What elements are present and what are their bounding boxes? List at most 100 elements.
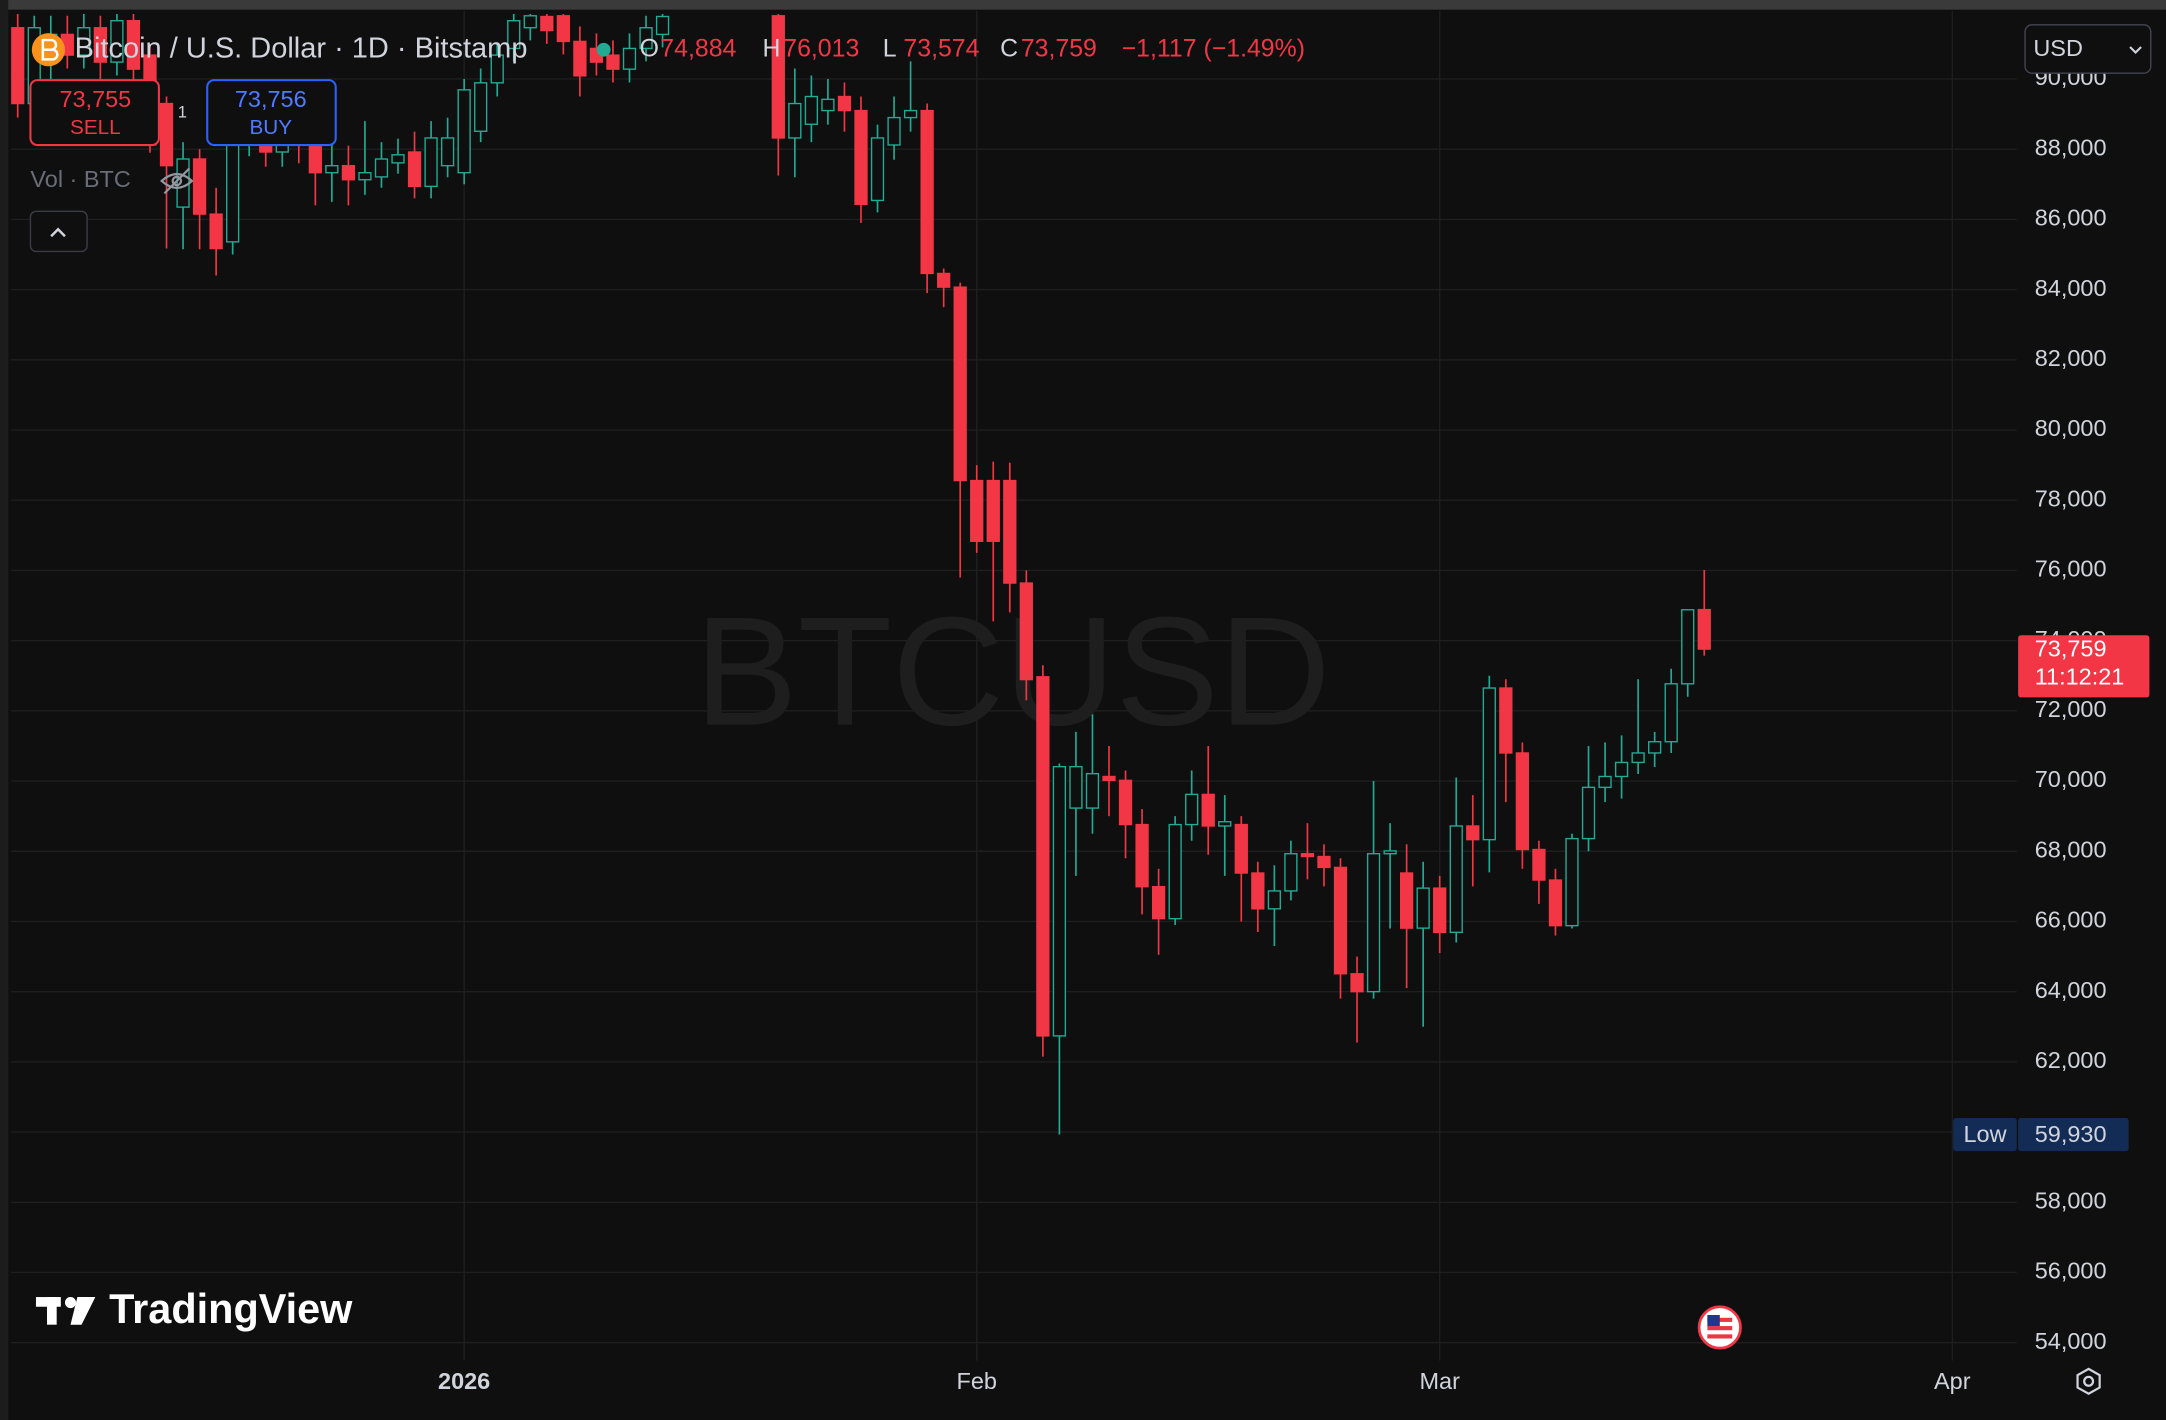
candle-body (77, 27, 91, 56)
candle-body (1151, 886, 1166, 920)
y-tick-label: 70,000 (2035, 766, 2107, 792)
candle-body (821, 98, 835, 112)
candle-body (1565, 837, 1579, 927)
symbol-title[interactable]: Bitcoin / U.S. Dollar · 1D · Bitstamp (75, 32, 528, 64)
change: −1,117 (−1.49%) (1122, 34, 1305, 62)
candle-body (490, 54, 504, 84)
candle-body (1416, 887, 1430, 929)
candle-body (1118, 779, 1133, 826)
brand[interactable]: TradingView (109, 1285, 353, 1332)
candle-body (837, 95, 852, 112)
legend-value: 76,013 (783, 34, 859, 62)
candle-body (1102, 775, 1116, 782)
candle-body (11, 27, 25, 105)
candle-body (788, 102, 802, 139)
y-tick-label: 86,000 (2035, 205, 2107, 231)
candle-body (1482, 687, 1496, 841)
y-tick-label: 62,000 (2035, 1047, 2107, 1073)
candle-body (192, 158, 207, 215)
settings-icon[interactable] (2076, 1367, 2101, 1396)
candle-body (1366, 853, 1381, 993)
candle-body (1218, 821, 1232, 827)
x-tick-label: Mar (1419, 1368, 1460, 1394)
candle-body (474, 82, 488, 132)
candle-body (1317, 855, 1331, 869)
candle-body (804, 95, 819, 125)
candle-body (1135, 823, 1149, 888)
market-status[interactable] (596, 42, 611, 57)
candle-body (1069, 765, 1083, 809)
y-tick-label: 80,000 (2035, 415, 2107, 441)
legend-value: 74,884 (660, 34, 736, 62)
last-price: 73,759 (2035, 636, 2107, 662)
candle-body (358, 172, 372, 181)
legend-key: H (763, 34, 781, 62)
candle-body (1383, 850, 1397, 855)
candle-body (126, 20, 141, 70)
y-tick-label: 64,000 (2035, 977, 2107, 1003)
watermark: BTCUSD (695, 585, 1331, 758)
candle-body (970, 479, 984, 542)
candle-body (374, 158, 389, 178)
candle-body (1350, 973, 1364, 993)
legend-value: 73,574 (903, 34, 979, 62)
candle-body (176, 158, 190, 208)
y-tick-label: 58,000 (2035, 1187, 2107, 1213)
candle-body (1548, 879, 1563, 927)
candle-body (1631, 752, 1645, 764)
low-name: Low (1963, 1121, 2006, 1147)
candle-body (440, 137, 455, 167)
candle-body (639, 27, 653, 50)
chevron-up (50, 227, 66, 238)
candle-body (1614, 761, 1629, 778)
candle-body (1449, 825, 1463, 934)
candles (11, 14, 1711, 1135)
candle-body (622, 47, 637, 70)
axes: 54,00056,00058,00060,00062,00064,00066,0… (438, 64, 2150, 1394)
candle-body (1284, 853, 1298, 892)
chevron-down (2129, 46, 2142, 54)
candle-body (209, 213, 223, 250)
buy-button[interactable] (206, 79, 337, 147)
candle-body (1664, 683, 1678, 743)
candle-body (424, 137, 438, 188)
frame-left (0, 0, 9, 1420)
candle-body (1697, 608, 1711, 650)
candle-body (341, 164, 356, 181)
currency-select[interactable] (2024, 24, 2152, 74)
candle-body (655, 15, 670, 36)
y-tick-label: 72,000 (2035, 696, 2107, 722)
event-flag[interactable] (1697, 1305, 1742, 1350)
candle-body (1168, 823, 1182, 920)
candle-body (870, 137, 885, 202)
y-tick-label: 76,000 (2035, 556, 2107, 582)
candle-body (937, 272, 951, 288)
candle-body (407, 151, 422, 188)
candle-body (1036, 676, 1050, 1037)
candle-body (556, 15, 571, 43)
candle-body (854, 109, 868, 205)
volume-label: Vol · BTC (30, 166, 130, 192)
candle-body (986, 479, 1000, 542)
spread: 1 (178, 103, 187, 122)
candle-body (110, 20, 124, 63)
frame-top (0, 0, 2166, 10)
x-tick-label: Feb (957, 1368, 997, 1394)
candle-body (903, 109, 918, 119)
candle-body (573, 40, 587, 77)
sell-price: 73,755 (59, 86, 131, 112)
candle-body (159, 102, 174, 167)
candle-body (1581, 786, 1596, 840)
y-tick-label: 54,000 (2035, 1328, 2107, 1354)
candle-body (1085, 772, 1100, 809)
candle-body (308, 144, 322, 174)
candle-body (887, 116, 901, 146)
candle-body (540, 15, 554, 32)
hide-icon[interactable] (160, 167, 194, 195)
sell-label: SELL (70, 116, 121, 139)
low-name-box (1953, 1117, 2017, 1152)
y-tick-label: 82,000 (2035, 345, 2107, 371)
sell-button[interactable] (29, 79, 160, 147)
